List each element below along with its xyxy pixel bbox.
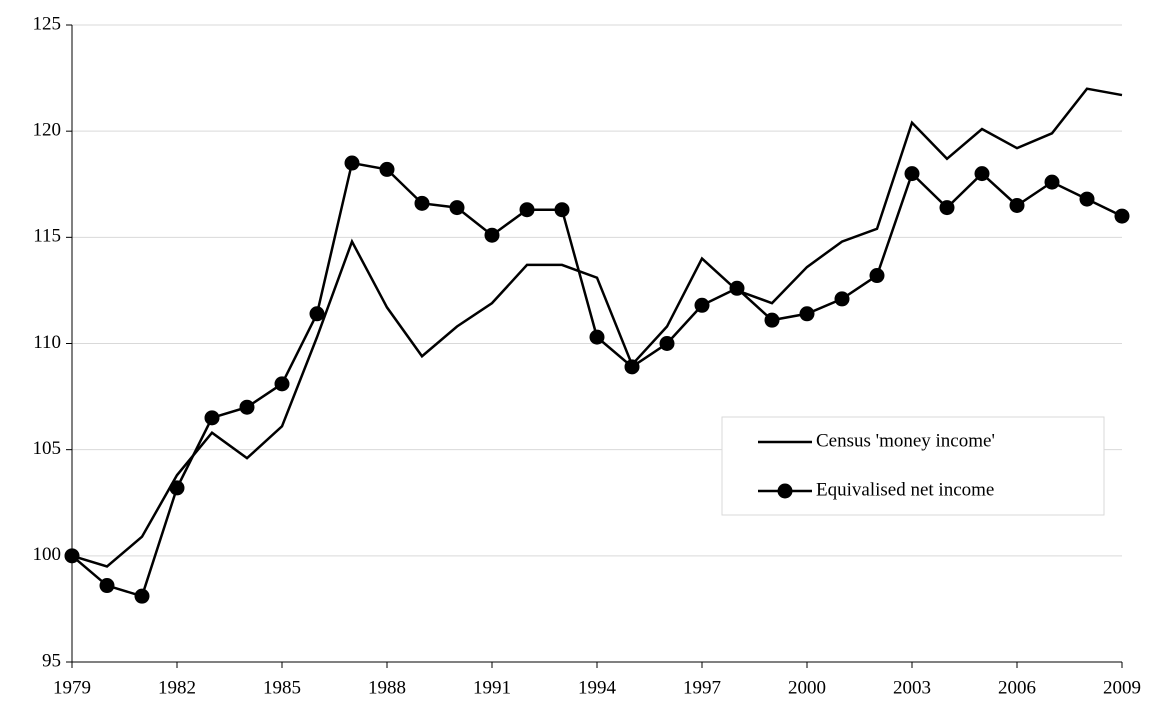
point <box>554 202 570 218</box>
x-tick-label: 2000 <box>788 677 826 698</box>
x-tick-label: 1991 <box>473 677 511 698</box>
legend-box <box>721 416 1105 516</box>
point <box>379 161 395 177</box>
point <box>729 280 745 296</box>
point <box>974 166 990 182</box>
series-line <box>71 161 1123 598</box>
point <box>484 227 500 243</box>
point <box>64 548 80 564</box>
x-tick-label: 1985 <box>263 677 301 698</box>
point <box>869 268 885 284</box>
point <box>1044 174 1060 190</box>
point <box>169 480 185 496</box>
x-tick-label: 1979 <box>53 677 91 698</box>
y-tick-label: 95 <box>42 650 61 671</box>
point <box>1009 197 1025 213</box>
point <box>659 336 675 351</box>
point <box>799 306 815 322</box>
legend-marker <box>777 483 793 499</box>
point <box>694 297 710 313</box>
legend-label: Census 'money income' <box>816 430 995 451</box>
point <box>239 399 255 415</box>
x-tick-label: 2009 <box>1103 677 1141 698</box>
point <box>589 329 605 345</box>
y-tick-label: 120 <box>33 120 62 141</box>
point <box>764 312 780 328</box>
y-tick-label: 115 <box>33 226 61 247</box>
point <box>1079 191 1095 207</box>
x-tick-label: 1988 <box>368 677 406 698</box>
point <box>274 376 290 392</box>
x-tick-label: 2006 <box>998 677 1036 698</box>
point <box>904 166 920 182</box>
point <box>414 195 430 211</box>
x-tick-label: 1994 <box>578 677 617 698</box>
point <box>309 306 325 322</box>
y-tick-label: 105 <box>33 438 62 459</box>
point <box>99 578 115 594</box>
x-tick-label: 1982 <box>158 677 196 698</box>
point <box>204 410 220 426</box>
point <box>1114 208 1130 224</box>
point <box>939 200 955 216</box>
series-line <box>71 87 1123 568</box>
y-tick-label: 125 <box>33 13 62 34</box>
y-tick-label: 110 <box>33 332 61 353</box>
point <box>834 291 850 307</box>
point <box>449 200 465 216</box>
y-tick-label: 100 <box>33 544 62 565</box>
x-tick-label: 1997 <box>683 677 721 698</box>
legend-label: Equivalised net income <box>816 479 994 500</box>
x-tick-label: 2003 <box>893 677 931 698</box>
point <box>344 155 360 171</box>
point <box>624 359 640 375</box>
point <box>134 588 150 604</box>
point <box>519 202 535 218</box>
